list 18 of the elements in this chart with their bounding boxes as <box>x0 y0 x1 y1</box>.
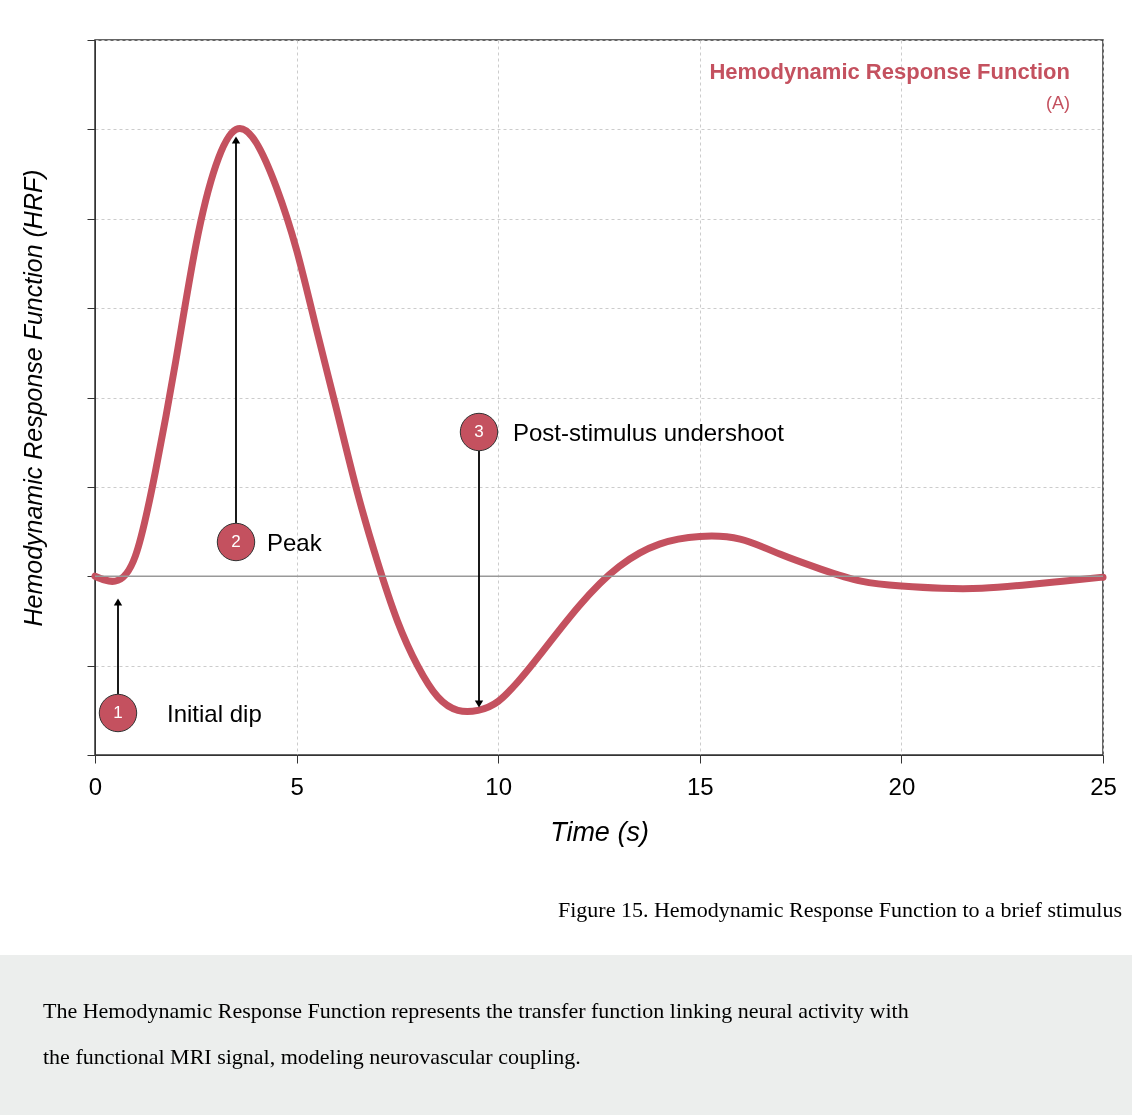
caption: Figure 15. Hemodynamic Response Function to a brief stimulus <box>558 897 1122 922</box>
annotation: Post-stimulus undershoot <box>513 419 785 446</box>
annotation: 3 <box>474 422 484 441</box>
annotation: 2 <box>231 532 241 551</box>
chart-title: Hemodynamic Response Function <box>709 59 1070 84</box>
x-axis-title: Time (s) <box>550 816 649 847</box>
x-tick-label: 15 <box>686 772 714 800</box>
text: The Hemodynamic Response Function represents the transfer function linking neural activity with the functional MRI signal, modeling neurovascular coupling. <box>43 998 909 1069</box>
x-tick-label: 0 <box>88 772 103 800</box>
x-tick-label: 5 <box>290 772 304 800</box>
annotation: 1 <box>113 703 123 722</box>
x-tick-label: 20 <box>888 772 916 800</box>
annotation: Peak <box>267 529 323 556</box>
y-axis-title: Hemodynamic Response Function (HRF) <box>19 169 47 627</box>
x-tick-label: 10 <box>485 772 513 800</box>
chart-subtitle: (A) <box>1046 93 1070 113</box>
annotation: Initial dip <box>167 700 262 727</box>
x-tick-label: 25 <box>1090 772 1117 800</box>
